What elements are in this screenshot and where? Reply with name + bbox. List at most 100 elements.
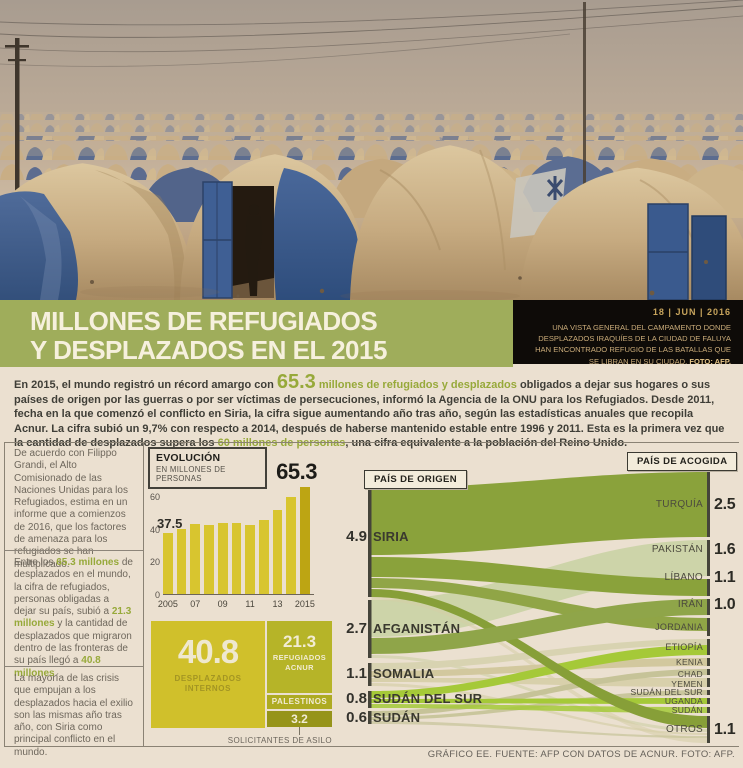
origin-value-siria: 4.9 (346, 528, 367, 545)
sidebar-paragraph-2: Entre los 65.3 millones de desplazados e… (4, 550, 143, 680)
destination-node-bar (707, 716, 710, 743)
origin-node-bar (368, 488, 372, 597)
bottom-rule (4, 746, 739, 747)
asylum-callout-line (299, 727, 300, 735)
destination-node-bar (707, 579, 710, 596)
flow-ribbon (371, 669, 707, 716)
text-segment: 60 millones de personas (217, 437, 346, 450)
text-segment: y la cantidad de desplazados que migraro… (14, 618, 132, 667)
destination-label-sudán: SUDÁN (671, 704, 703, 715)
destination-node-bar (707, 639, 710, 655)
evolution-bar-chart: 37.5 65.3 (157, 459, 317, 595)
origin-node-bar (368, 663, 372, 686)
bar-2011 (245, 525, 255, 594)
destination-label-irán: IRÁN (677, 599, 703, 610)
evolution-title: EVOLUCIÓN (156, 452, 221, 464)
x-axis-tick: 11 (245, 599, 255, 609)
bar-2013 (272, 510, 283, 594)
text-segment: Entre los (14, 557, 57, 568)
destination-value-pakistán: 1.6 (714, 541, 736, 558)
intro-paragraph: En 2015, el mundo registró un récord ama… (0, 367, 743, 449)
text-segment: . (54, 667, 58, 679)
bar-2010 (231, 523, 242, 594)
bar-2012 (258, 520, 269, 594)
bar-2006 (176, 529, 187, 594)
refugees-acnur-value: 21.3 (282, 632, 317, 651)
text-segment: 21.3 millones (14, 606, 132, 630)
text-segment: De acuerdo con Filippo Grandi, el Alto C… (14, 448, 128, 570)
destination-node-bar (707, 540, 710, 576)
displaced-internal-label: DESPLAZADOS INTERNOS (151, 674, 265, 695)
refugees-acnur-label: REFUGIADOS ACNUR (272, 653, 327, 672)
destination-node-bar (707, 690, 710, 695)
destination-label-pakistán: PAKISTÁN (651, 544, 703, 555)
destination-header: PAÍS DE ACOGIDA (627, 452, 738, 471)
origin-label-siria: SIRIA (373, 529, 409, 544)
sankey-flows (368, 472, 710, 743)
flow-ribbon (371, 557, 707, 596)
source-credit: GRÁFICO EE. FUENTE: AFP CON DATOS DE ACN… (427, 749, 735, 760)
far-pole (583, 2, 586, 224)
destination-label-kenia: KENIA (675, 656, 703, 667)
y-axis-tick: 20 (149, 557, 160, 567)
sidebar-rule (143, 442, 144, 746)
text-segment: millones de refugiados y desplazados (315, 379, 520, 391)
destination-label-jordania: JORDANIA (655, 621, 703, 632)
origin-label-afganistán: AFGANISTÁN (373, 621, 461, 636)
y-axis-tick: 40 (149, 525, 160, 535)
flow-ribbon (371, 472, 707, 555)
power-lines (0, 0, 743, 67)
bar-value-label: 37.5 (157, 516, 183, 531)
text-segment: 40.8 millones (14, 655, 101, 679)
origin-node-bar (368, 600, 372, 658)
origin-value-sudán: 0.6 (346, 709, 367, 726)
x-axis-tick: 2015 (294, 599, 315, 609)
headline-band: MILLONES DE REFUGIADOS Y DESPLAZADOS EN … (0, 300, 513, 367)
origin-label-sudán-del-sur: SUDÁN DEL SUR (373, 691, 483, 706)
headline-line2: Y DESPLAZADOS EN EL 2015 (30, 335, 387, 366)
text-segment: de desplazados en el mundo, la cifra de … (14, 557, 133, 618)
destination-node-bar (707, 707, 710, 713)
y-axis-tick: 60 (149, 492, 160, 502)
flow-ribbon (371, 645, 707, 698)
flow-ribbon (371, 599, 707, 654)
origin-label-somalia: SOMALIA (373, 666, 435, 681)
origin-node-bar (368, 711, 372, 724)
text-segment: 65.3 millones (56, 557, 120, 568)
photo-caption: 18 | JUN | 2016 UNA VISTA GENERAL DEL CA… (513, 300, 743, 366)
caption-date: 18 | JUN | 2016 (652, 307, 731, 317)
destination-label-yemen: YEMEN (671, 678, 703, 689)
caption-text: UNA VISTA GENERAL DEL CAMPAMENTO DONDE D… (535, 322, 731, 366)
bar-2005 (163, 533, 173, 594)
destination-node-bar (707, 678, 710, 687)
destination-label-chad: CHAD (677, 668, 703, 679)
flow-ribbon (371, 704, 707, 713)
utility-pole (5, 38, 29, 270)
bar-2014 (286, 497, 297, 594)
destination-node-bar (707, 658, 710, 666)
evolution-header-box: EVOLUCIÓN EN MILLONES DE PERSONAS (148, 447, 267, 489)
bar-2009 (217, 523, 228, 594)
destination-value-líbano: 1.1 (714, 569, 736, 586)
text-segment: , una cifra equivalente a la población d… (345, 437, 628, 450)
flow-ribbon (371, 658, 707, 677)
text-segment: En 2015, el mundo registró un récord ama… (14, 379, 277, 391)
foreground-tents (0, 145, 743, 300)
sidebar-paragraph-1: De acuerdo con Filippo Grandi, el Alto C… (4, 448, 143, 571)
origin-node-bar (368, 691, 372, 708)
text-segment: La mayoría de las crisis que empujan a l… (14, 673, 133, 758)
origin-value-afganistán: 2.7 (346, 620, 367, 637)
person-silhouette (245, 204, 263, 296)
destination-value-irán: 1.0 (714, 596, 736, 613)
destination-label-líbano: LÍBANO (664, 572, 703, 583)
destination-value-turquía: 2.5 (714, 496, 736, 513)
flow-ribbon (371, 589, 707, 728)
destination-label-uganda: UGANDA (664, 695, 703, 706)
destination-label-sudán-del-sur: SUDÁN DEL SUR (630, 686, 703, 697)
asylum-seekers-label: SOLICITANTES DE ASILO (227, 736, 332, 745)
x-axis-tick: 09 (217, 599, 228, 609)
treemap-asylum-seekers-value: 3.2 (267, 711, 332, 727)
x-axis-tick: 13 (272, 599, 283, 609)
destination-label-etiopía: ETIOPÍA (665, 641, 703, 652)
destination-node-bar (707, 599, 710, 615)
